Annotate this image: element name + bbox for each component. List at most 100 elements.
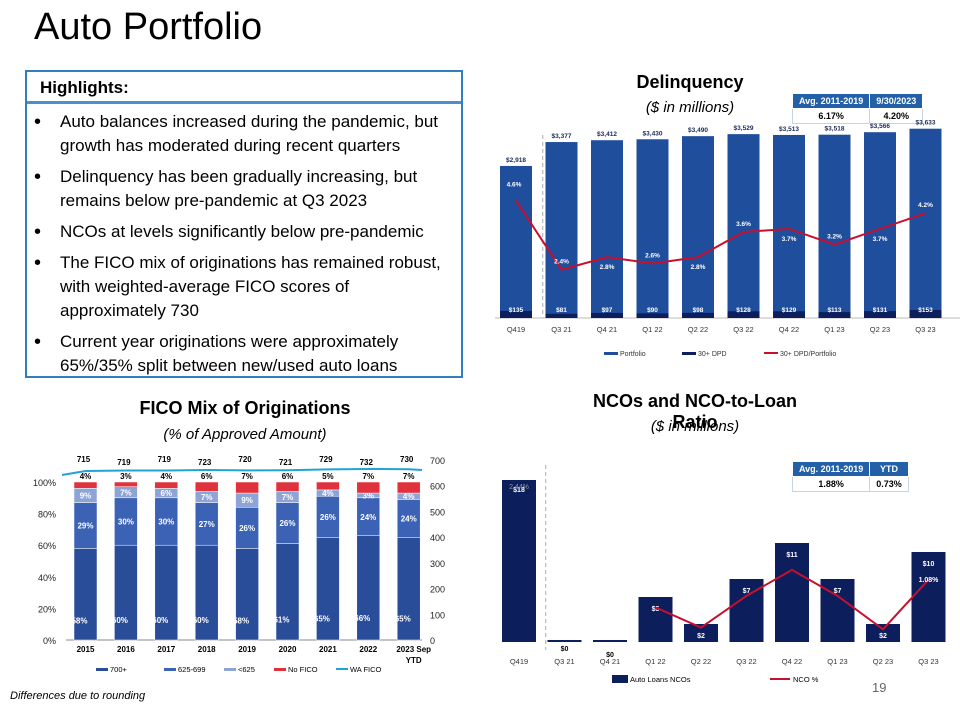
fico-tick-label: 2019: [238, 645, 256, 654]
delinquency-dpd-bar: [773, 311, 805, 318]
fico-right-tick: 600: [430, 482, 445, 492]
nco-bar-label: $7: [834, 588, 842, 595]
fico-left-tick: 60%: [38, 541, 56, 551]
delinquency-portfolio-label: $3,490: [688, 127, 708, 134]
nco-tick-label: Q3 22: [736, 657, 756, 666]
nco-bar-label: $11: [786, 552, 797, 559]
fico-700plus-label: 60%: [152, 616, 168, 625]
fico-below625-label: 9%: [241, 496, 253, 505]
fico-tick-label: 2020: [279, 645, 297, 654]
nco-tick-label: Q419: [510, 657, 528, 666]
fico-625-699-label: 26%: [279, 519, 295, 528]
nco-tick-label: Q2 22: [691, 657, 711, 666]
delinquency-portfolio-bar: [636, 139, 669, 318]
delinquency-dpd-label: $135: [509, 307, 524, 314]
nco-legend-swatch: [612, 675, 628, 683]
nco-ratio-label: 1.08%: [919, 577, 940, 584]
delinquency-portfolio-bar: [818, 134, 851, 318]
delinquency-dpd-label: $97: [602, 307, 613, 314]
nco-bar-label: $0: [561, 646, 569, 653]
delinquency-portfolio-label: $2,918: [506, 157, 526, 164]
fico-625-699-label: 30%: [158, 518, 174, 527]
fico-700plus-label: 60%: [112, 616, 128, 625]
fico-right-tick: 700: [430, 456, 445, 466]
nco-avg-header: Avg. 2011-2019: [791, 461, 871, 477]
delinquency-ratio-label: 3.6%: [736, 221, 751, 228]
nco-avg-value: 1.88%: [791, 476, 871, 492]
fico-legend-label: WA FICO: [350, 665, 382, 674]
delinquency-tick-label: Q4 22: [779, 325, 799, 334]
delinquency-legend-swatch: [682, 352, 696, 355]
delinquency-ratio-label: 3.7%: [782, 236, 797, 243]
fico-wa-label: 729: [319, 455, 333, 464]
fico-700plus-label: 66%: [354, 614, 370, 623]
fico-legend-swatch: [164, 668, 176, 671]
fico-nofico-bar: [396, 481, 421, 494]
delinquency-tick-label: Q3 21: [551, 325, 571, 334]
nco-bar-label: $2: [879, 633, 887, 640]
nco-tick-label: Q3 23: [918, 657, 938, 666]
nco-bar: [775, 543, 809, 642]
fico-700plus-bar: [356, 535, 381, 641]
delinquency-tick-label: Q1 23: [824, 325, 844, 334]
delinquency-avg-value: 6.17%: [791, 108, 871, 124]
fico-625-699-label: 24%: [401, 514, 417, 523]
nco-bar: [866, 624, 900, 642]
fico-right-tick: 500: [430, 507, 445, 517]
fico-wa-label: 715: [77, 455, 91, 464]
fico-legend-label: 625-699: [178, 665, 206, 674]
nco-bar-label: $0: [606, 652, 614, 659]
nco-bar-label: $10: [923, 561, 935, 568]
nco-tick-label: Q1 22: [645, 657, 665, 666]
delinquency-portfolio-label: $3,430: [643, 130, 663, 137]
fico-chart: 0% 20% 40% 60% 80% 100% 0 100 200 300 400 500 600 700…: [33, 455, 445, 674]
delinquency-tick-label: Q2 23: [870, 325, 890, 334]
nco-ytd-value: 0.73%: [869, 476, 909, 492]
fico-wa-label: 720: [238, 455, 252, 464]
delinquency-legend-label: 30+ DPD: [698, 351, 727, 358]
delinquency-chart: $2,918 $135 Q419 $3,377 $81 Q3 21 $3,412 $97 Q4 …: [495, 120, 960, 358]
fico-legend-swatch: [96, 668, 108, 671]
nco-avg-table: Avg. 2011-2019 YTD 1.88% 0.73%: [791, 461, 909, 492]
highlights-list: Auto balances increased during the pande…: [32, 110, 457, 385]
delinquency-portfolio-label: $3,513: [779, 126, 799, 133]
fico-wa-line: [61, 467, 423, 476]
delinquency-portfolio-bar: [682, 136, 714, 318]
delinquency-ratio-label: 3.7%: [873, 236, 888, 243]
highlight-bullet: Auto balances increased during the pande…: [32, 110, 457, 158]
fico-700plus-bar: [154, 544, 179, 641]
delinquency-tick-label: Q4 21: [597, 325, 617, 334]
delinquency-portfolio-label: $3,518: [825, 126, 845, 133]
delinquency-ratio-label: 2.8%: [691, 264, 706, 271]
fico-below625-label: 4%: [322, 489, 334, 498]
delinquency-dpd-bar: [909, 310, 942, 318]
fico-625-699-label: 29%: [77, 521, 93, 530]
fico-nofico-label: 5%: [322, 472, 334, 481]
fico-700plus-bar: [275, 543, 300, 641]
fico-right-tick: 400: [430, 533, 445, 543]
fico-wa-label: 719: [117, 458, 131, 467]
delinquency-portfolio-label: $3,377: [552, 133, 572, 140]
nco-bar-label: $2: [697, 633, 705, 640]
delinquency-dpd-label: $131: [873, 307, 888, 314]
fico-625-699-label: 27%: [199, 520, 215, 529]
fico-legend-label: 700+: [110, 665, 128, 674]
delinquency-portfolio-label: $3,566: [870, 123, 890, 130]
fico-nofico-label: 6%: [282, 472, 294, 481]
fico-625-699-label: 24%: [360, 513, 376, 522]
fico-nofico-bar: [316, 481, 340, 491]
fico-625-699-label: 26%: [320, 513, 336, 522]
nco-legend-label: Auto Loans NCOs: [630, 675, 691, 684]
fico-700plus-bar: [316, 537, 340, 641]
delinquency-ratio-line: [515, 200, 926, 271]
fico-below625-label: 7%: [282, 493, 294, 502]
page-number: 19: [872, 680, 887, 695]
delinquency-portfolio-bar: [727, 134, 760, 318]
fico-tick-label: 2021: [319, 645, 337, 654]
delinquency-portfolio-label: $3,529: [734, 125, 754, 132]
delinquency-current-header: 9/30/2023: [869, 93, 924, 109]
fico-below625-label: 6%: [161, 489, 173, 498]
delinquency-dpd-label: $113: [827, 307, 841, 314]
fico-tick-label: YTD: [406, 656, 422, 665]
